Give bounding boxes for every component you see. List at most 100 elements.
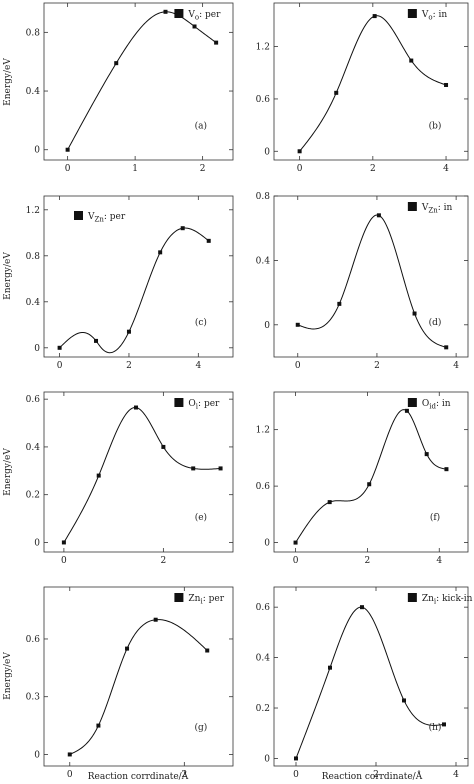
x-tick-label: 0 [61,556,67,566]
data-point [161,444,166,449]
series-line [299,15,447,152]
data-point [134,405,139,410]
panel-e: 0 0.2 0.4 0.6 0 2 Oi: per (e) [26,391,234,566]
panel-label: (a) [195,121,207,132]
data-point [214,40,219,45]
x-tick-label: 0 [65,164,71,174]
y-tick-label: 0.2 [256,704,270,714]
y-tick-label: 0.6 [256,95,271,105]
plot-frame [273,586,469,767]
data-point [442,722,446,727]
y-tick-label: 0 [264,321,270,331]
data-point [402,698,406,703]
y-tick-label: 0 [34,750,40,760]
series-line [295,409,447,543]
y-tick-label: 0.4 [256,256,271,266]
legend-label: Zni: kick-in [422,594,473,606]
panel-h: 0 0.2 0.4 0.6 0 2 4 Zni: kick-in (h) [256,586,473,780]
legend-label: Vo: in [421,10,447,22]
data-point [424,452,429,457]
y-tick-label: 0.4 [26,298,41,308]
y-tick-label: 0 [34,146,40,156]
x-tick-label: 4 [453,770,459,780]
panel-label: (e) [195,512,207,523]
series-line [67,11,217,150]
plot-frame [43,2,234,161]
y-tick-label: 0.6 [256,603,271,613]
y-tick-label: 0.8 [26,28,41,38]
x-tick-label: 2 [373,770,379,780]
data-point [206,238,211,243]
legend-swatch [174,593,184,602]
data-point [153,617,158,622]
plot-frame [43,195,234,358]
data-point [126,329,131,334]
y-tick-label: 0.8 [26,252,41,262]
x-tick-label: 2 [181,770,187,780]
data-point [205,648,210,653]
y-tick-label: 0.3 [26,693,41,703]
y-tick-label: 0.4 [256,654,271,664]
plot-frame [43,391,234,553]
x-tick-label: 0 [293,770,299,780]
data-point [444,82,449,87]
data-point [163,9,168,14]
x-tick-label: 4 [195,361,201,371]
legend-swatch [74,211,83,220]
x-tick-label: 2 [365,556,371,566]
legend-label: Oi: per [188,399,220,411]
data-point [444,345,449,350]
x-tick-label: 0 [67,770,73,780]
y-tick-label: 0.4 [26,443,41,453]
x-tick-label: 0 [57,361,63,371]
legend-label: VZn: per [87,212,126,224]
data-point [294,756,298,761]
legend-swatch [407,9,417,18]
y-tick-label: 0 [34,538,40,548]
y-tick-label: 1.2 [256,43,270,53]
legend-swatch [174,398,184,407]
panel-f: 0 0.6 1.2 0 2 4 Oid: in (f) [256,391,469,566]
data-point [218,466,223,471]
x-tick-label: 0 [297,164,303,174]
y-tick-label: 0 [264,539,270,549]
plot-frame [273,2,469,161]
data-point [367,482,372,487]
data-point [372,14,377,19]
x-axis-label: Reaction corrdinate/Å [322,770,423,782]
plot-frame [43,586,234,767]
x-tick-label: 0 [293,556,299,566]
data-point [409,58,414,63]
plot-frame [273,391,469,553]
data-point [192,24,197,29]
data-point [180,226,185,231]
panel-label: (d) [429,317,442,328]
x-tick-label: 4 [443,164,449,174]
y-tick-label: 0 [264,754,270,764]
y-tick-label: 0.6 [26,395,41,405]
data-point [412,311,417,316]
panel-a: 0 0.4 0.8 0 1 2 Vo: per (a) [26,2,234,174]
panel-label: (g) [194,722,207,733]
x-tick-label: 1 [132,164,138,174]
legend-swatch [174,9,184,18]
data-point [65,147,70,152]
x-tick-label: 2 [370,164,376,174]
data-point [444,467,449,472]
panel-d: 0 0.4 0.8 0 2 4 VZn: in (d) [256,192,469,371]
y-tick-label: 0.6 [256,482,271,492]
x-axis-label: Reaction corrdinate/Å [88,770,189,782]
plot-frame [273,195,469,358]
x-tick-label: 2 [126,361,132,371]
x-tick-label: 4 [453,361,459,371]
y-tick-label: 1.2 [256,426,270,436]
y-axis-label: Energy/eV [3,448,13,496]
data-point [293,540,298,545]
panel-label: (b) [429,121,442,132]
data-point [404,408,409,413]
data-point [328,665,332,670]
legend-label: Oid: in [422,399,451,411]
y-tick-label: 0.4 [26,87,41,97]
y-tick-label: 0 [264,147,270,157]
